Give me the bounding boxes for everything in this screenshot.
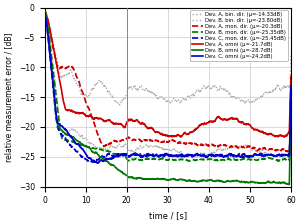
Dev. C, omni (μ=-24.2dB) (289, 85, 293, 87)
Dev. A, bin. dir. (μ=-14.33dB) (118, 104, 122, 106)
Dev. A, bin. dir. (μ=-14.33dB) (178, 100, 181, 102)
Dev. A, mon. dir. (μ=-20.3dB) (150, 139, 153, 142)
Dev. A, mon. dir. (μ=-20.3dB) (84, 101, 88, 104)
Dev. A, omni (μ=-21.7dB) (283, 136, 286, 139)
Dev. A, omni (μ=-21.7dB) (75, 112, 79, 114)
Dev. A, omni (μ=-21.7dB) (43, 10, 46, 13)
Dev. C, mon. dir. (μ=-25.45dB) (84, 158, 88, 161)
Dev. B, mon. dir. (μ=-25.35dB) (43, 9, 46, 12)
Dev. C, omni (μ=-24.2dB) (178, 154, 181, 157)
Dev. C, mon. dir. (μ=-25.45dB) (75, 150, 79, 153)
Dev. A, bin. dir. (μ=-14.33dB) (43, 9, 46, 12)
Dev. B, omni (μ=-28.7dB) (150, 178, 153, 180)
Dev. C, omni (μ=-24.2dB) (172, 154, 176, 157)
Dev. B, omni (μ=-28.7dB) (43, 10, 46, 12)
Dev. A, mon. dir. (μ=-20.3dB) (43, 9, 46, 11)
Line: Dev. B, mon. dir. (μ=-25.35dB): Dev. B, mon. dir. (μ=-25.35dB) (45, 11, 291, 161)
Dev. B, mon. dir. (μ=-25.35dB) (188, 160, 192, 162)
Dev. B, mon. dir. (μ=-25.35dB) (289, 91, 293, 94)
Dev. A, omni (μ=-21.7dB) (126, 121, 129, 123)
Dev. B, bin. dir. (μ=-23.80dB) (150, 144, 153, 146)
Dev. C, mon. dir. (μ=-25.45dB) (88, 161, 92, 163)
Dev. B, omni (μ=-28.7dB) (126, 175, 129, 178)
Dev. A, bin. dir. (μ=-14.33dB) (172, 97, 176, 100)
Dev. B, mon. dir. (μ=-25.35dB) (150, 158, 153, 161)
Dev. C, omni (μ=-24.2dB) (150, 154, 153, 156)
Dev. C, omni (μ=-24.2dB) (75, 143, 79, 145)
Dev. B, bin. dir. (μ=-23.80dB) (177, 151, 181, 154)
Dev. A, mon. dir. (μ=-20.3dB) (177, 141, 181, 144)
Dev. A, bin. dir. (μ=-14.33dB) (289, 54, 293, 56)
Dev. B, bin. dir. (μ=-23.80dB) (289, 93, 293, 95)
Dev. A, omni (μ=-21.7dB) (172, 135, 176, 138)
Dev. C, mon. dir. (μ=-25.45dB) (178, 154, 181, 157)
Dev. A, bin. dir. (μ=-14.33dB) (43, 9, 46, 12)
Y-axis label: relative measurement error / [dB]: relative measurement error / [dB] (4, 32, 13, 162)
Dev. B, omni (μ=-28.7dB) (84, 145, 88, 148)
Dev. B, mon. dir. (μ=-25.35dB) (84, 145, 88, 147)
Dev. C, omni (μ=-24.2dB) (84, 153, 88, 156)
Dev. B, bin. dir. (μ=-23.80dB) (191, 157, 194, 159)
Dev. C, mon. dir. (μ=-25.45dB) (126, 155, 130, 157)
Dev. B, bin. dir. (μ=-23.80dB) (84, 137, 88, 140)
Dev. B, bin. dir. (μ=-23.80dB) (75, 131, 79, 134)
Dev. A, bin. dir. (μ=-14.33dB) (76, 84, 79, 86)
Dev. B, mon. dir. (μ=-25.35dB) (126, 159, 129, 161)
Dev. A, mon. dir. (μ=-20.3dB) (286, 151, 290, 153)
Dev. A, omni (μ=-21.7dB) (84, 114, 88, 117)
Dev. A, omni (μ=-21.7dB) (177, 134, 181, 137)
X-axis label: time / [s]: time / [s] (149, 211, 187, 220)
Line: Dev. A, omni (μ=-21.7dB): Dev. A, omni (μ=-21.7dB) (45, 11, 291, 137)
Dev. C, mon. dir. (μ=-25.45dB) (43, 10, 46, 13)
Dev. B, mon. dir. (μ=-25.35dB) (172, 159, 176, 161)
Dev. A, omni (μ=-21.7dB) (150, 126, 153, 129)
Line: Dev. A, mon. dir. (μ=-20.3dB): Dev. A, mon. dir. (μ=-20.3dB) (45, 10, 291, 152)
Dev. A, bin. dir. (μ=-14.33dB) (150, 90, 154, 93)
Dev. A, bin. dir. (μ=-14.33dB) (126, 88, 130, 90)
Dev. C, omni (μ=-24.2dB) (43, 10, 46, 13)
Line: Dev. C, mon. dir. (μ=-25.45dB): Dev. C, mon. dir. (μ=-25.45dB) (45, 12, 291, 162)
Dev. A, mon. dir. (μ=-20.3dB) (289, 82, 293, 85)
Dev. A, omni (μ=-21.7dB) (289, 75, 293, 78)
Legend: Dev. A, bin. dir. (μ=-14.33dB), Dev. B, bin. dir. (μ=-23.80dB), Dev. A, mon. dir: Dev. A, bin. dir. (μ=-14.33dB), Dev. B, … (190, 10, 288, 61)
Dev. C, mon. dir. (μ=-25.45dB) (289, 85, 293, 88)
Dev. C, omni (μ=-24.2dB) (96, 162, 99, 165)
Dev. A, mon. dir. (μ=-20.3dB) (75, 77, 79, 79)
Dev. A, bin. dir. (μ=-14.33dB) (85, 95, 88, 97)
Dev. C, omni (μ=-24.2dB) (126, 155, 130, 157)
Dev. A, mon. dir. (μ=-20.3dB) (126, 137, 129, 140)
Dev. B, omni (μ=-28.7dB) (289, 105, 293, 108)
Dev. B, omni (μ=-28.7dB) (287, 183, 291, 186)
Line: Dev. A, bin. dir. (μ=-14.33dB): Dev. A, bin. dir. (μ=-14.33dB) (45, 10, 291, 105)
Line: Dev. B, bin. dir. (μ=-23.80dB): Dev. B, bin. dir. (μ=-23.80dB) (45, 10, 291, 158)
Dev. B, mon. dir. (μ=-25.35dB) (75, 142, 79, 145)
Line: Dev. B, omni (μ=-28.7dB): Dev. B, omni (μ=-28.7dB) (45, 11, 291, 184)
Line: Dev. C, omni (μ=-24.2dB): Dev. C, omni (μ=-24.2dB) (45, 11, 291, 163)
Dev. B, omni (μ=-28.7dB) (172, 177, 176, 180)
Dev. C, mon. dir. (μ=-25.45dB) (172, 155, 176, 157)
Dev. B, omni (μ=-28.7dB) (75, 139, 79, 142)
Dev. B, mon. dir. (μ=-25.35dB) (177, 158, 181, 161)
Dev. A, mon. dir. (μ=-20.3dB) (172, 140, 176, 142)
Dev. B, bin. dir. (μ=-23.80dB) (172, 147, 176, 150)
Dev. B, bin. dir. (μ=-23.80dB) (43, 9, 46, 11)
Dev. B, bin. dir. (μ=-23.80dB) (126, 148, 129, 151)
Dev. C, mon. dir. (μ=-25.45dB) (150, 154, 153, 156)
Dev. B, omni (μ=-28.7dB) (177, 178, 181, 181)
